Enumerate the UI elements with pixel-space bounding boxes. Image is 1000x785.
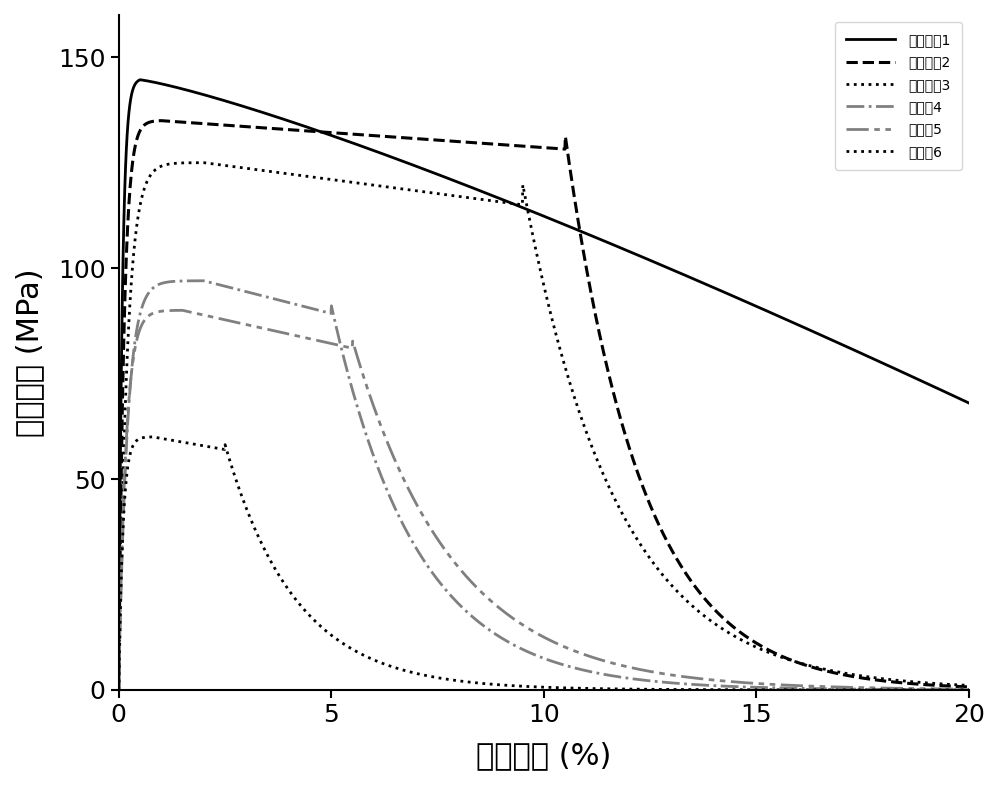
对比例6 — [504, 681, 516, 690]
Legend: 实施实例1, 实施实例2, 实施实例3, 对比例4, 对比例5, 对比例6: 实施实例1, 实施实例2, 实施实例3, 对比例4, 对比例5, 对比例6 — [835, 22, 962, 170]
实施实例1 — [157, 79, 169, 89]
实施实例2 — [938, 681, 950, 691]
Line: 实施实例1: 实施实例1 — [119, 80, 969, 690]
X-axis label: 工程应变 (%): 工程应变 (%) — [476, 741, 612, 770]
对比例5 — [527, 626, 539, 636]
实施实例1 — [938, 387, 950, 396]
Line: 对比例4: 对比例4 — [119, 281, 969, 690]
对比例6 — [527, 682, 539, 692]
对比例4 — [963, 685, 975, 695]
对比例4 — [939, 685, 951, 695]
实施实例1 — [504, 198, 516, 207]
实施实例1 — [113, 685, 125, 695]
对比例4 — [113, 685, 125, 695]
实施实例3 — [197, 158, 209, 167]
对比例5 — [113, 685, 125, 695]
Line: 实施实例2: 实施实例2 — [119, 121, 969, 690]
实施实例1 — [963, 398, 975, 407]
实施实例2 — [527, 142, 539, 152]
对比例6 — [783, 685, 795, 695]
对比例6 — [147, 433, 159, 442]
对比例5 — [156, 306, 168, 316]
实施实例2 — [157, 116, 169, 126]
对比例5 — [504, 612, 516, 621]
对比例6 — [938, 685, 950, 695]
实施实例1 — [939, 387, 951, 396]
实施实例2 — [783, 655, 795, 664]
实施实例1 — [527, 207, 539, 217]
实施实例1 — [783, 316, 795, 325]
对比例5 — [938, 685, 950, 694]
实施实例2 — [963, 682, 975, 692]
对比例5 — [176, 305, 188, 315]
实施实例3 — [963, 681, 975, 690]
对比例4 — [197, 276, 209, 286]
Line: 对比例6: 对比例6 — [119, 437, 969, 690]
实施实例2 — [939, 681, 951, 691]
实施实例3 — [938, 679, 950, 688]
对比例4 — [156, 279, 168, 288]
实施实例3 — [113, 685, 125, 695]
实施实例3 — [527, 230, 539, 239]
对比例6 — [113, 685, 125, 695]
对比例4 — [527, 649, 539, 659]
Line: 实施实例3: 实施实例3 — [119, 162, 969, 690]
Y-axis label: 工程应力 (MPa): 工程应力 (MPa) — [15, 268, 44, 436]
对比例4 — [938, 685, 950, 695]
对比例4 — [783, 684, 795, 693]
实施实例3 — [783, 655, 795, 664]
实施实例2 — [113, 685, 125, 695]
实施实例3 — [156, 161, 168, 170]
实施实例1 — [134, 75, 146, 85]
对比例5 — [963, 685, 975, 694]
对比例5 — [783, 681, 795, 690]
Line: 对比例5: 对比例5 — [119, 310, 969, 690]
对比例6 — [963, 685, 975, 695]
对比例5 — [939, 685, 951, 694]
对比例4 — [504, 638, 516, 648]
对比例6 — [939, 685, 951, 695]
实施实例2 — [155, 116, 167, 126]
实施实例3 — [939, 679, 951, 688]
对比例6 — [157, 434, 169, 444]
实施实例2 — [504, 141, 516, 150]
实施实例3 — [504, 199, 516, 208]
